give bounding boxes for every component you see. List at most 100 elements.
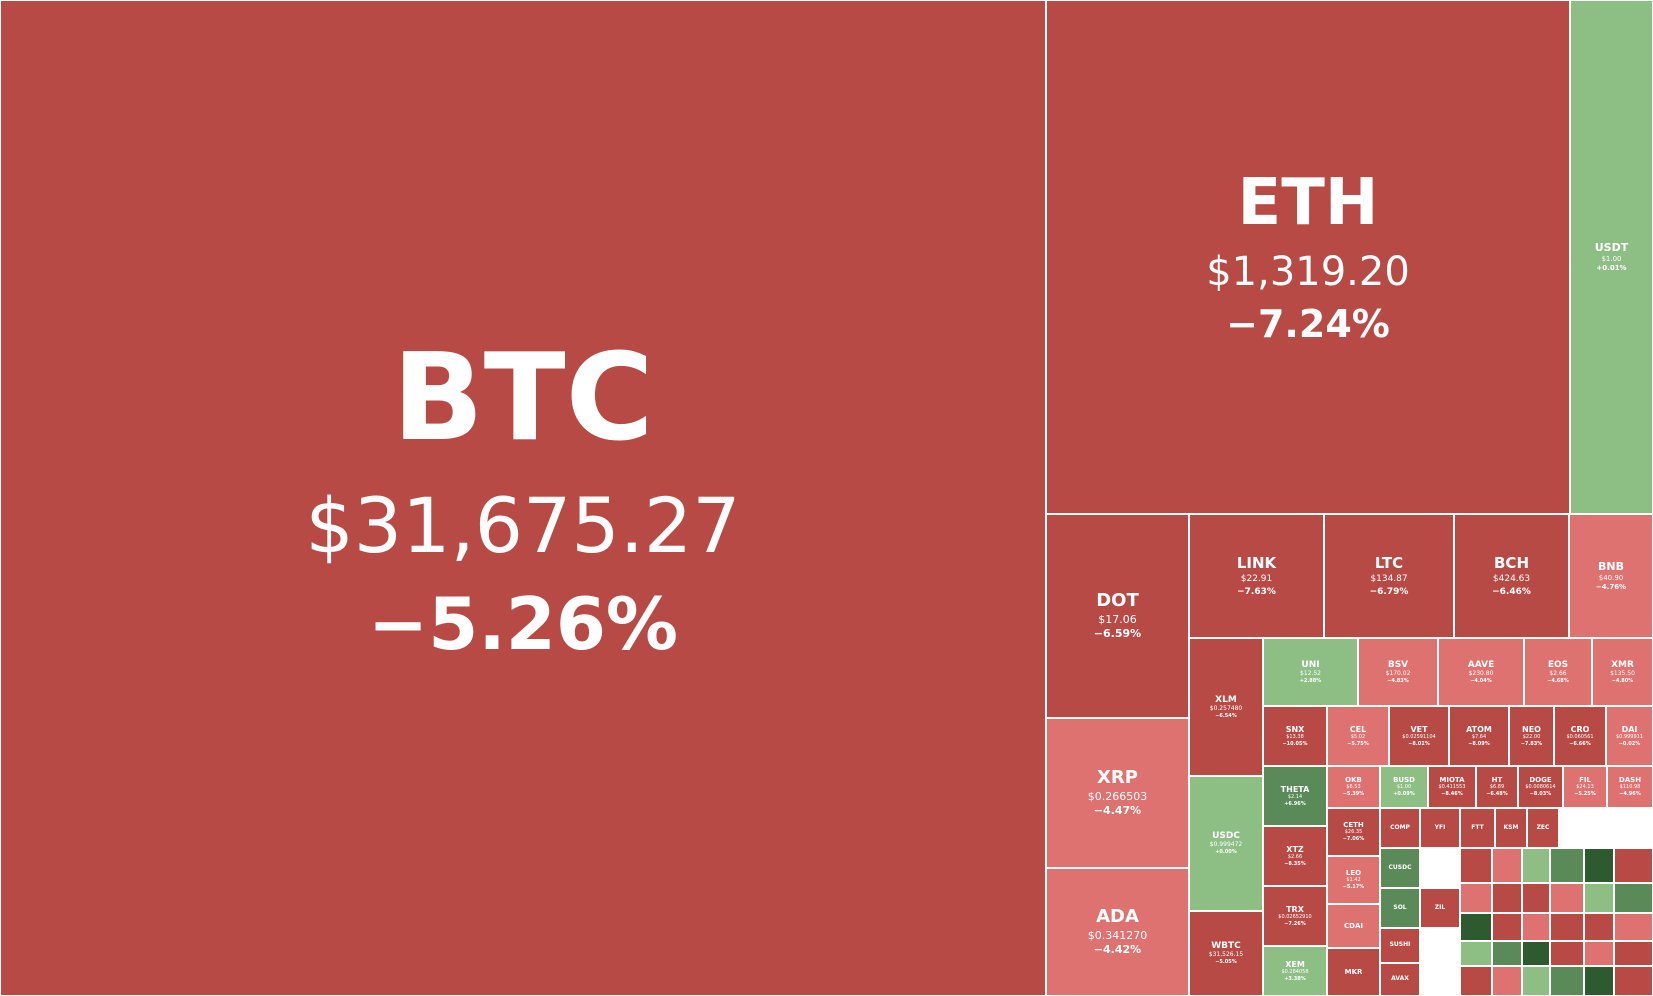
tile-small-asset[interactable]	[1584, 966, 1614, 996]
tile-usdt[interactable]: USDT $1.00 +0.01%	[1570, 0, 1653, 514]
tile-fil[interactable]: FIL $24.13 −5.25%	[1563, 766, 1607, 808]
tile-small-asset[interactable]	[1522, 848, 1550, 883]
tile-theta[interactable]: THETA $2.14 +6.96%	[1263, 766, 1327, 826]
tile-price: $31,675.27	[305, 480, 741, 570]
tile-symbol: SOL	[1393, 903, 1407, 911]
tile-yfi[interactable]: YFI	[1420, 808, 1460, 848]
tile-cel[interactable]: CEL $5.02 −5.75%	[1327, 706, 1389, 766]
tile-aave[interactable]: AAVE $230.80 −4.04%	[1438, 638, 1524, 706]
tile-dot[interactable]: DOT $17.06 −6.59%	[1046, 514, 1189, 718]
tile-small-asset[interactable]	[1550, 966, 1584, 996]
tile-small-asset[interactable]	[1460, 883, 1492, 913]
tile-xrp[interactable]: XRP $0.266503 −4.47%	[1046, 718, 1189, 868]
tile-price: $24.13	[1576, 784, 1594, 791]
tile-mkr[interactable]: MKR	[1327, 948, 1380, 996]
tile-small-asset[interactable]	[1584, 913, 1614, 941]
tile-ht[interactable]: HT $6.89 −6.48%	[1476, 766, 1518, 808]
tile-change: −7.06%	[1342, 836, 1365, 843]
tile-small-asset[interactable]	[1614, 941, 1653, 966]
tile-btc[interactable]: BTC $31,675.27 −5.26%	[0, 0, 1046, 996]
tile-trx[interactable]: TRX $0.02652910 −7.26%	[1263, 886, 1327, 946]
tile-small-asset[interactable]	[1550, 848, 1584, 883]
tile-small-asset[interactable]	[1460, 966, 1492, 996]
tile-change: −8.03%	[1529, 791, 1552, 798]
tile-small-asset[interactable]	[1550, 913, 1584, 941]
tile-change: −8.35%	[1284, 860, 1306, 867]
tile-small-asset[interactable]	[1550, 883, 1584, 913]
tile-avax[interactable]: AVAX	[1380, 963, 1420, 996]
tile-ceth[interactable]: CETH $26.35 −7.06%	[1327, 808, 1380, 856]
tile-cdai[interactable]: CDAI	[1327, 904, 1380, 948]
tile-ftt[interactable]: FTT	[1460, 808, 1495, 848]
tile-ltc[interactable]: LTC $134.87 −6.79%	[1324, 514, 1454, 638]
tile-small-asset[interactable]	[1492, 941, 1522, 966]
tile-symbol: MKR	[1344, 967, 1363, 976]
tile-small-asset[interactable]	[1492, 913, 1522, 941]
tile-bsv[interactable]: BSV $170.02 −4.83%	[1358, 638, 1438, 706]
tile-link[interactable]: LINK $22.91 −7.63%	[1189, 514, 1324, 638]
tile-small-asset[interactable]	[1522, 966, 1550, 996]
tile-change: −4.76%	[1595, 583, 1627, 592]
tile-small-asset[interactable]	[1614, 848, 1653, 883]
tile-small-asset[interactable]	[1550, 941, 1584, 966]
tile-symbol: XLM	[1215, 694, 1237, 705]
tile-small-asset[interactable]	[1522, 913, 1550, 941]
tile-symbol: LINK	[1236, 554, 1277, 573]
tile-change: −4.80%	[1611, 677, 1634, 684]
tile-sushi[interactable]: SUSHI	[1380, 928, 1420, 963]
tile-dash[interactable]: DASH $110.98 −4.96%	[1607, 766, 1653, 808]
tile-small-asset[interactable]	[1460, 848, 1492, 883]
tile-comp[interactable]: COMP	[1380, 808, 1420, 848]
tile-zec[interactable]: ZEC	[1527, 808, 1559, 848]
tile-snx[interactable]: SNX $13.38 −10.05%	[1263, 706, 1327, 766]
tile-xlm[interactable]: XLM $0.257480 −6.54%	[1189, 638, 1263, 776]
tile-price: $110.98	[1619, 784, 1641, 791]
tile-leo[interactable]: LEO $1.42 −5.17%	[1327, 856, 1380, 904]
tile-price: $170.02	[1385, 669, 1411, 677]
tile-small-asset[interactable]	[1460, 941, 1492, 966]
tile-bnb[interactable]: BNB $40.90 −4.76%	[1569, 514, 1653, 638]
tile-xtz[interactable]: XTZ $2.66 −8.35%	[1263, 826, 1327, 886]
tile-bch[interactable]: BCH $424.63 −6.46%	[1454, 514, 1569, 638]
tile-vet[interactable]: VET $0.02591104 −8.01%	[1389, 706, 1449, 766]
tile-wbtc[interactable]: WBTC $31,526.15 −5.05%	[1189, 911, 1263, 996]
tile-okb[interactable]: OKB $6.53 −5.39%	[1327, 766, 1380, 808]
tile-small-asset[interactable]	[1614, 913, 1653, 941]
tile-small-asset[interactable]	[1522, 941, 1550, 966]
tile-change: −6.48%	[1486, 791, 1508, 798]
tile-small-asset[interactable]	[1584, 941, 1614, 966]
tile-symbol: LTC	[1374, 554, 1404, 573]
tile-atom[interactable]: ATOM $7.64 −8.09%	[1449, 706, 1509, 766]
tile-small-asset[interactable]	[1584, 883, 1614, 913]
tile-small-asset[interactable]	[1614, 883, 1653, 913]
tile-sol[interactable]: SOL	[1380, 888, 1420, 928]
tile-xmr[interactable]: XMR $135.50 −4.80%	[1592, 638, 1653, 706]
tile-ada[interactable]: ADA $0.341270 −4.42%	[1046, 868, 1189, 996]
tile-cro[interactable]: CRO $0.060561 −6.66%	[1554, 706, 1606, 766]
tile-small-asset[interactable]	[1584, 848, 1614, 883]
tile-miota[interactable]: MIOTA $0.411553 −8.46%	[1428, 766, 1476, 808]
tile-symbol: BTC	[392, 328, 654, 468]
tile-dai[interactable]: DAI $0.999911 −0.02%	[1606, 706, 1653, 766]
tile-usdc[interactable]: USDC $0.999472 +0.00%	[1189, 776, 1263, 911]
tile-xem[interactable]: XEM $0.284058 +3.38%	[1263, 946, 1327, 996]
tile-price: $1,319.20	[1206, 248, 1410, 295]
tile-small-asset[interactable]	[1492, 848, 1522, 883]
tile-small-asset[interactable]	[1460, 913, 1492, 941]
tile-small-asset[interactable]	[1614, 966, 1653, 996]
tile-price: $22.91	[1240, 574, 1273, 585]
tile-zil[interactable]: ZIL	[1420, 888, 1460, 928]
tile-cusdc[interactable]: CUSDC	[1380, 848, 1420, 888]
tile-small-asset[interactable]	[1492, 966, 1522, 996]
tile-eos[interactable]: EOS $2.66 −4.68%	[1524, 638, 1592, 706]
tile-neo[interactable]: NEO $22.00 −7.83%	[1509, 706, 1554, 766]
tile-uni[interactable]: UNI $12.52 +2.88%	[1263, 638, 1358, 706]
tile-price: $0.257480	[1209, 704, 1243, 712]
tile-doge[interactable]: DOGE $0.0080614 −8.03%	[1518, 766, 1563, 808]
tile-small-asset[interactable]	[1522, 883, 1550, 913]
tile-small-asset[interactable]	[1492, 883, 1522, 913]
tile-price: $12.52	[1300, 669, 1321, 677]
tile-busd[interactable]: BUSD $1.00 +0.09%	[1380, 766, 1428, 808]
tile-ksm[interactable]: KSM	[1495, 808, 1527, 848]
tile-eth[interactable]: ETH $1,319.20 −7.24%	[1046, 0, 1570, 514]
